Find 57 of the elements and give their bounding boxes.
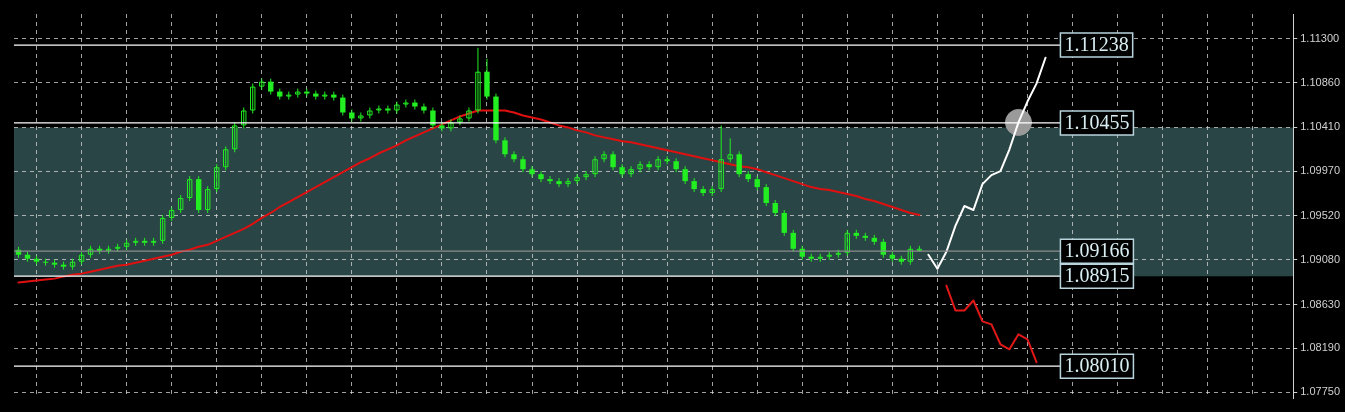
candlestick — [610, 150, 616, 171]
y-tick-label: 1.10860 — [1300, 75, 1340, 88]
y-tick-label: 1.08630 — [1300, 297, 1340, 310]
candlestick — [250, 83, 256, 114]
candlestick — [511, 150, 517, 163]
ref-line-label: 1.11238 — [1064, 33, 1129, 56]
candlestick — [619, 163, 625, 178]
candlestick — [466, 107, 472, 122]
candlestick — [159, 214, 166, 245]
candlestick — [403, 99, 409, 109]
y-tick-label: 1.07750 — [1300, 385, 1340, 398]
candlestick — [475, 47, 481, 114]
candlestick — [340, 94, 346, 116]
candlestick — [601, 150, 607, 163]
candlestick — [412, 99, 418, 110]
candlestick — [727, 137, 733, 163]
candlestick — [204, 185, 211, 214]
y-tick-label: 1.10410 — [1300, 120, 1340, 133]
candlestick — [574, 173, 580, 185]
candlestick — [763, 183, 769, 207]
candlestick — [448, 118, 454, 132]
candlestick — [637, 160, 643, 173]
y-tick-label: 1.08190 — [1300, 341, 1340, 354]
y-tick-label: 1.09080 — [1300, 252, 1340, 265]
candlestick — [529, 165, 535, 178]
candlestick — [646, 160, 652, 171]
candlestick — [664, 155, 670, 165]
candlestick — [907, 245, 914, 266]
candlestick — [394, 101, 400, 114]
candlestick — [790, 229, 796, 253]
candlestick — [232, 121, 238, 153]
candlestick — [565, 177, 571, 188]
ref-line-label: 1.08915 — [1064, 264, 1130, 287]
candlestick — [538, 170, 544, 183]
candlestick — [628, 165, 634, 178]
candlestick — [547, 175, 553, 185]
candlestick — [457, 114, 463, 126]
candlestick — [556, 177, 562, 188]
candlestick — [592, 155, 598, 178]
candlestick — [502, 136, 508, 158]
candlestick — [223, 145, 229, 171]
ref-line-label: 1.10455 — [1064, 111, 1130, 134]
candlestick — [186, 175, 193, 202]
candlestick — [583, 170, 589, 181]
candlestick — [781, 209, 787, 237]
ref-line-label: 1.08010 — [1064, 354, 1130, 377]
candlestick — [718, 124, 724, 193]
candlestick — [241, 107, 247, 129]
ref-line-label: 1.09166 — [1064, 239, 1130, 262]
y-tick-label: 1.09520 — [1300, 208, 1340, 221]
candlestick — [213, 163, 220, 193]
y-tick-label: 1.09970 — [1300, 164, 1340, 177]
y-tick-label: 1.11300 — [1300, 31, 1340, 44]
candlestick — [844, 229, 851, 257]
candlestick — [376, 105, 382, 114]
candlestick — [655, 155, 661, 171]
candlestick — [736, 150, 742, 178]
